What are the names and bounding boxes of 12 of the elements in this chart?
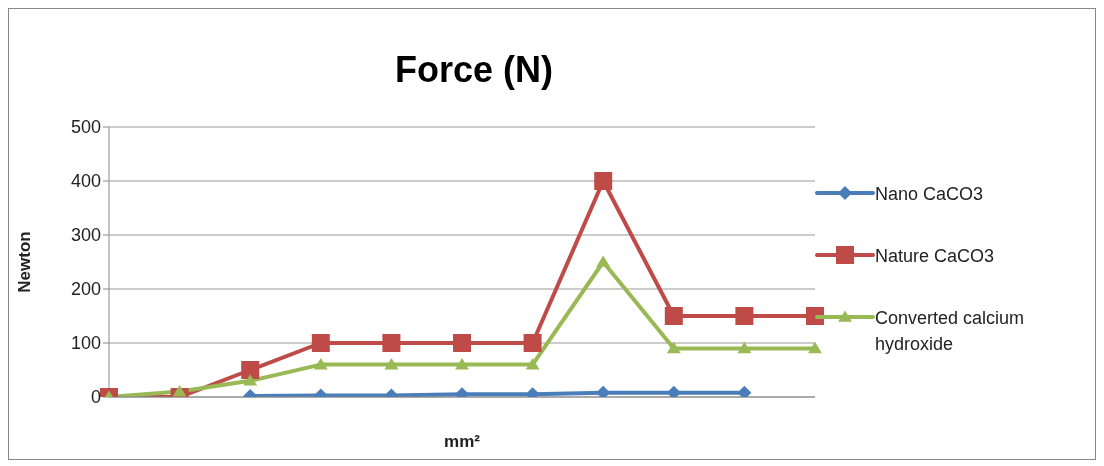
y-tick-label: 100	[70, 333, 101, 354]
chart-title: Force (N)	[394, 49, 554, 91]
legend-label: Nano CaCO3	[875, 183, 985, 206]
x-axis-title: mm²	[444, 432, 481, 451]
legend-label: Nature CaCO3	[875, 245, 996, 268]
y-tick-label: 200	[70, 279, 101, 300]
legend-label: Converted calcium hydroxide	[875, 307, 1026, 356]
y-axis-title: Newton	[15, 231, 35, 293]
y-tick-label: 300	[70, 225, 101, 246]
y-tick-label: 400	[70, 171, 101, 192]
y-tick-label: 0	[90, 387, 101, 408]
y-tick-label: 500	[70, 117, 101, 138]
